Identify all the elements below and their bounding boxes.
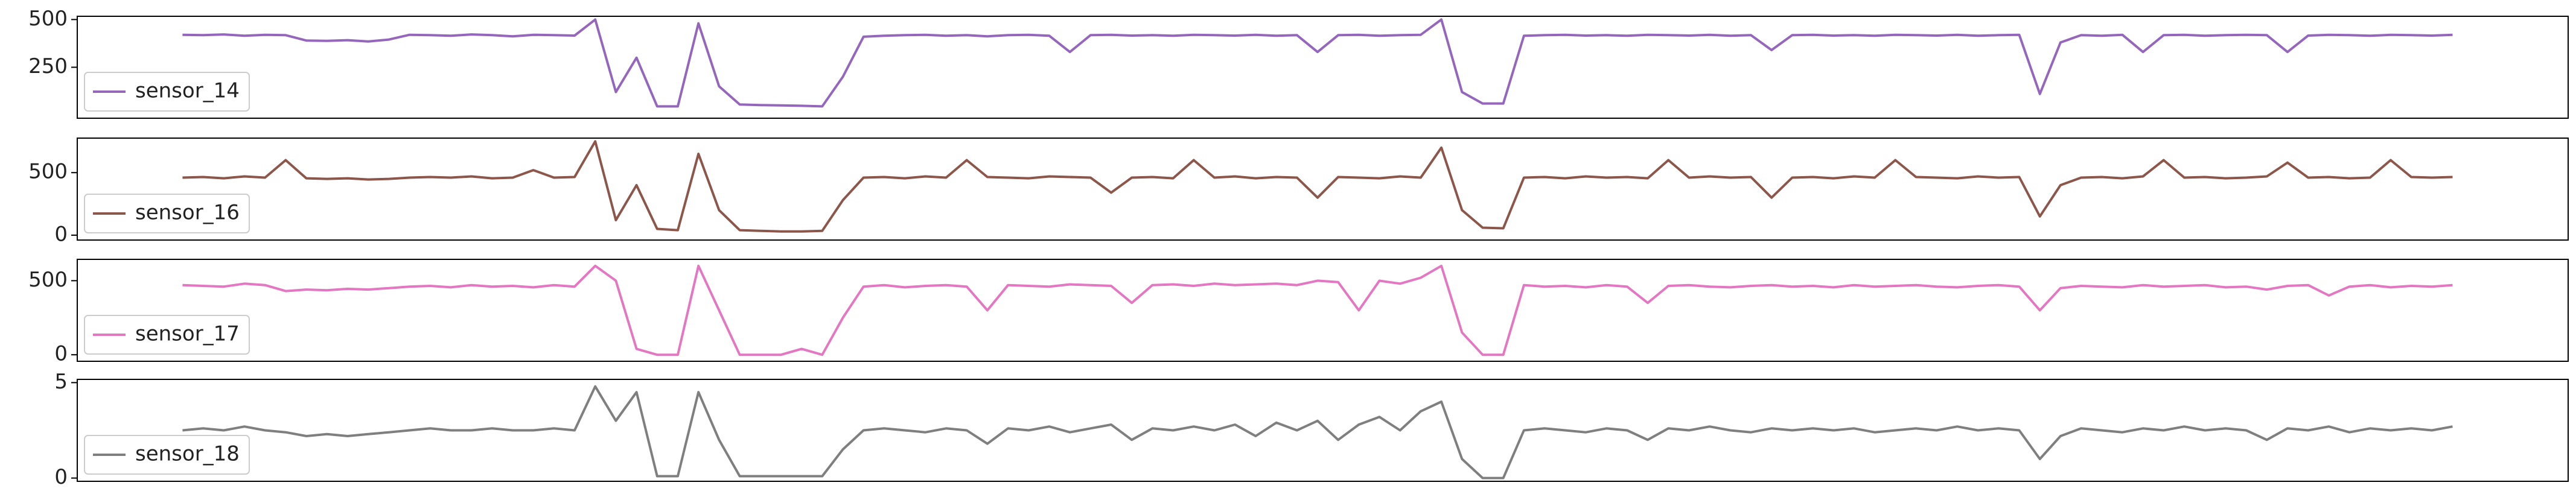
plot-area xyxy=(182,385,2453,479)
axes-frame xyxy=(77,16,2569,119)
panel: 250 500 sensor_14 xyxy=(28,7,2569,119)
y-tick-label: 500 xyxy=(28,160,68,184)
plot-area xyxy=(182,264,2453,356)
legend: sensor_18 xyxy=(84,435,250,475)
legend-label: sensor_16 xyxy=(135,201,240,225)
axes-frame xyxy=(77,259,2569,362)
panel: 0 5 sensor_18 xyxy=(54,370,2569,489)
line xyxy=(182,385,2453,479)
legend-label: sensor_17 xyxy=(135,322,240,346)
plot-area xyxy=(182,140,2453,233)
legend-label: sensor_18 xyxy=(135,442,240,466)
y-tick-label: 0 xyxy=(54,342,68,366)
y-tick-label: 500 xyxy=(28,268,68,292)
legend-box xyxy=(84,72,250,112)
legend: sensor_16 xyxy=(84,194,250,233)
axes-frame xyxy=(77,138,2569,241)
axes-frame xyxy=(77,379,2569,482)
legend-label: sensor_14 xyxy=(135,79,240,103)
y-tick-label: 250 xyxy=(28,54,68,78)
legend-box xyxy=(84,315,250,355)
y-tick-label: 500 xyxy=(28,7,68,31)
y-tick-label: 0 xyxy=(54,222,68,246)
line xyxy=(182,140,2453,233)
legend: sensor_14 xyxy=(84,72,250,112)
y-tick-label: 0 xyxy=(54,465,68,489)
legend-box xyxy=(84,194,250,233)
plot-area xyxy=(182,18,2453,108)
line xyxy=(182,264,2453,356)
panel: 0 500 sensor_16 xyxy=(28,138,2569,246)
y-tick-label: 5 xyxy=(54,370,68,394)
legend: sensor_17 xyxy=(84,315,250,355)
panel: 0 500 sensor_17 xyxy=(28,259,2569,366)
line xyxy=(182,18,2453,108)
legend-box xyxy=(84,435,250,475)
